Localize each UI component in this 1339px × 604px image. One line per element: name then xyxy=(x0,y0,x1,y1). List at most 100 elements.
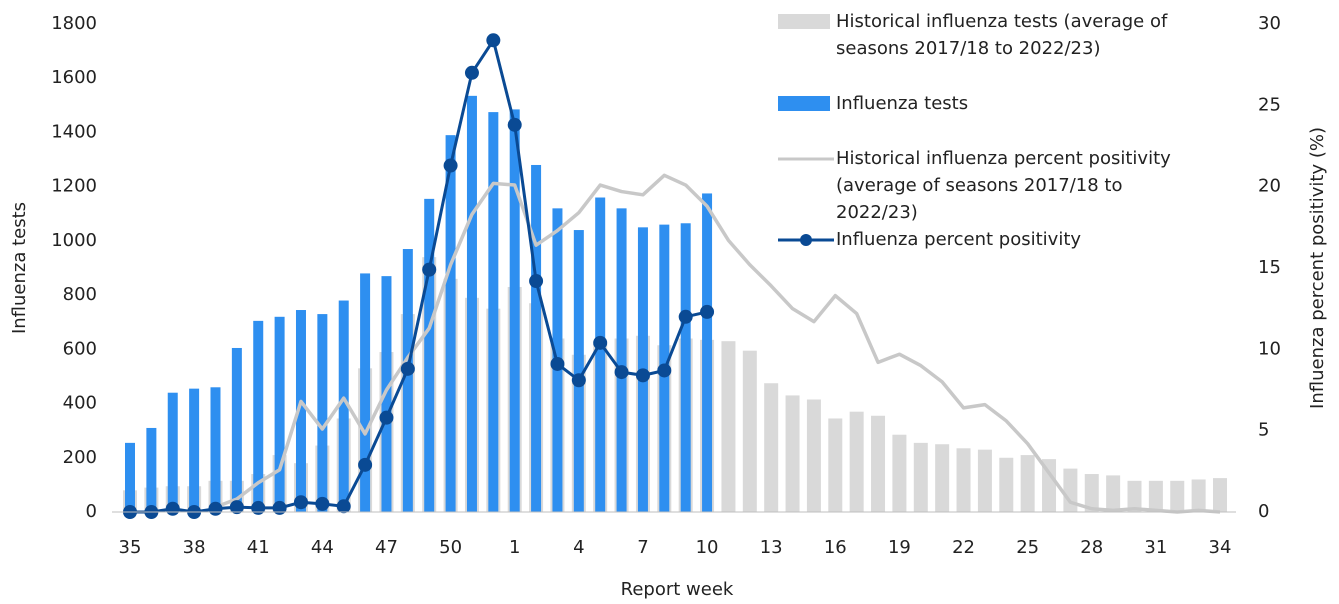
bar xyxy=(913,442,928,512)
x-tick-label: 41 xyxy=(247,537,270,558)
bar xyxy=(189,388,200,512)
bar xyxy=(1106,475,1121,512)
x-tick-label: 1 xyxy=(509,537,520,558)
x-tick-label: 19 xyxy=(888,537,911,558)
legend-label: Historical influenza tests (average of s… xyxy=(836,11,1168,59)
bar xyxy=(764,383,779,512)
point xyxy=(272,500,287,515)
bar xyxy=(381,276,392,512)
y-tick-label: 400 xyxy=(63,393,97,414)
y-tick-label: 0 xyxy=(86,501,97,522)
x-tick-label: 31 xyxy=(1144,537,1167,558)
legend-swatch xyxy=(778,96,830,111)
bar xyxy=(466,95,477,512)
y-tick-label: 1800 xyxy=(51,13,97,34)
legend-key xyxy=(778,90,836,117)
legend-item: Historical influenza tests (average of s… xyxy=(778,8,1198,62)
bar xyxy=(167,392,178,512)
bar xyxy=(210,387,221,512)
legend-item: Influenza percent positivity xyxy=(778,226,1198,253)
x-tick-label: 38 xyxy=(183,537,206,558)
point xyxy=(379,410,394,425)
point xyxy=(464,65,479,80)
bar xyxy=(616,208,627,512)
point xyxy=(571,373,586,388)
y-tick-label: 200 xyxy=(63,447,97,468)
bar xyxy=(1148,480,1163,512)
point xyxy=(678,309,693,324)
point xyxy=(486,33,501,48)
bar xyxy=(146,427,157,512)
legend-point xyxy=(800,234,812,246)
y2-tick-label: 20 xyxy=(1258,176,1281,197)
legend-swatch xyxy=(778,234,834,246)
y2-tick-label: 25 xyxy=(1258,94,1281,115)
point xyxy=(507,117,522,132)
x-tick-label: 50 xyxy=(439,537,462,558)
x-tick-label: 25 xyxy=(1016,537,1039,558)
point xyxy=(293,495,308,510)
bar xyxy=(871,415,886,512)
x-tick-label: 7 xyxy=(637,537,648,558)
point xyxy=(315,496,330,511)
bar xyxy=(488,112,499,512)
bar xyxy=(573,230,584,513)
legend-swatch xyxy=(778,157,834,161)
legend-item: Historical influenza percent positivity … xyxy=(778,145,1198,226)
y2-tick-label: 30 xyxy=(1258,13,1281,34)
bar xyxy=(274,316,285,512)
bar xyxy=(1084,474,1099,512)
x-tick-label: 22 xyxy=(952,537,975,558)
bar xyxy=(892,434,907,512)
legend-item: Influenza tests xyxy=(778,90,1198,117)
y-tick-label: 1400 xyxy=(51,121,97,142)
bar xyxy=(445,135,456,512)
y-tick-label: 600 xyxy=(63,338,97,359)
legend-bar xyxy=(778,96,830,111)
y-tick-label: 800 xyxy=(63,284,97,305)
x-tick-label: 4 xyxy=(573,537,584,558)
y2-tick-label: 5 xyxy=(1258,420,1269,441)
bar xyxy=(231,347,242,512)
y-tick-label: 1200 xyxy=(51,176,97,197)
bar xyxy=(125,442,135,512)
bar xyxy=(1191,479,1206,512)
point xyxy=(657,363,672,378)
point xyxy=(358,457,373,472)
line xyxy=(130,38,708,514)
point xyxy=(251,500,266,515)
bar xyxy=(402,249,413,512)
x-tick-label: 44 xyxy=(311,537,334,558)
bar xyxy=(317,314,328,512)
bar xyxy=(935,444,950,512)
point xyxy=(422,262,437,277)
point xyxy=(550,356,565,371)
legend: Historical influenza tests (average of s… xyxy=(778,8,1198,253)
bar xyxy=(253,320,264,512)
y-axis-title: Influenza tests xyxy=(9,202,30,334)
x-tick-label: 28 xyxy=(1080,537,1103,558)
bar xyxy=(828,418,843,512)
bar xyxy=(999,457,1014,512)
bar xyxy=(360,273,371,512)
bar xyxy=(956,448,971,512)
bar xyxy=(424,198,435,512)
bar xyxy=(977,449,992,512)
legend-swatch xyxy=(778,14,830,29)
bar xyxy=(1127,480,1142,512)
point xyxy=(443,158,458,173)
y2-tick-label: 10 xyxy=(1258,338,1281,359)
y-tick-label: 1000 xyxy=(51,230,97,251)
legend-key xyxy=(778,145,836,172)
point xyxy=(593,335,608,350)
bar xyxy=(702,193,713,512)
legend-label: Historical influenza percent positivity … xyxy=(836,148,1171,223)
point xyxy=(400,361,415,376)
x-tick-label: 10 xyxy=(696,537,719,558)
line xyxy=(214,173,1221,514)
x-tick-label: 16 xyxy=(824,537,847,558)
x-tick-label: 35 xyxy=(119,537,142,558)
point xyxy=(165,501,180,516)
bar xyxy=(1042,459,1057,512)
